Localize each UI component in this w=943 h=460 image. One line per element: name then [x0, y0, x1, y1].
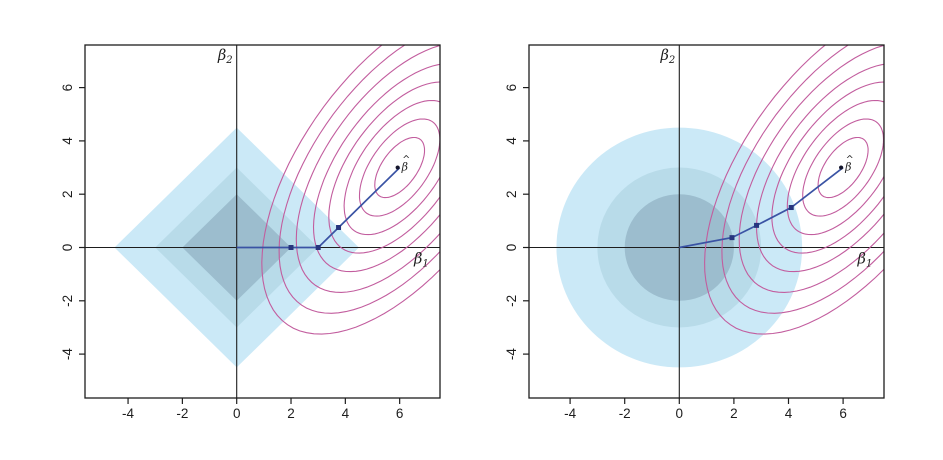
rss-contour-lines	[261, 45, 440, 335]
svg-text:β: β	[401, 161, 408, 174]
x-tick-label: 2	[730, 406, 738, 421]
x-tick-label: 2	[287, 406, 295, 421]
contour-ring-2	[786, 99, 884, 236]
plot-frame	[84, 44, 441, 399]
contour-ring-3	[771, 81, 884, 254]
contour-ring-6	[721, 45, 884, 314]
ridge-constraint-panel: -4 -2 0 2 4 6 -4 -2 0 2 4 6 β^ β2 β1	[504, 44, 885, 421]
y-tick-label: 4	[504, 137, 519, 145]
beta-hat-point	[839, 165, 844, 170]
rss-contour-lines	[704, 45, 884, 335]
path-marker-2	[788, 205, 794, 211]
contour-ring-0	[817, 136, 869, 199]
svg-text:^: ^	[846, 155, 854, 166]
x-tick-label: 6	[839, 406, 847, 421]
beta-hat-label: β^	[844, 155, 854, 174]
contour-ring-5	[738, 45, 884, 293]
y-tick-label: 6	[60, 84, 75, 92]
contour-ring-4	[312, 63, 440, 273]
x-axis-label: β1	[413, 252, 429, 270]
y-tick-label: 0	[504, 244, 519, 252]
x-tick-label: -2	[619, 406, 631, 421]
y-tick-label: -4	[60, 348, 75, 360]
x-tick-label: -4	[122, 406, 134, 421]
x-tick-label: -2	[176, 406, 188, 421]
lasso-constraint-panel: -4 -2 0 2 4 6 -4 -2 0 2 4 6 β^ β2 β1	[60, 44, 441, 421]
beta-hat-point	[395, 165, 400, 170]
contour-ring-7	[704, 45, 884, 335]
plot-frame	[528, 44, 885, 399]
contour-ring-1	[802, 118, 884, 217]
beta-hat-label: β^	[401, 155, 411, 174]
svg-text:^: ^	[402, 155, 410, 166]
x-tick-label: -4	[564, 406, 576, 421]
y-tick-label: -4	[504, 348, 519, 360]
path-marker-1	[754, 222, 760, 228]
x-tick-label: 6	[396, 406, 404, 421]
x-tick-label: 0	[233, 406, 241, 421]
x-tick-label: 0	[676, 406, 684, 421]
y-tick-label: -2	[504, 295, 519, 307]
y-tick-label: 2	[504, 190, 519, 198]
solution-path	[236, 166, 401, 249]
y-tick-label: -2	[60, 295, 75, 307]
contour-ring-0	[374, 136, 426, 199]
contour-ring-1	[358, 118, 440, 217]
path-marker-1	[315, 245, 321, 250]
svg-text:β: β	[844, 161, 851, 174]
x-tick-label: 4	[785, 406, 793, 421]
path-marker-2	[336, 225, 342, 231]
path-marker-0	[729, 235, 735, 241]
contour-ring-6	[278, 45, 440, 314]
contour-ring-7	[261, 45, 440, 335]
contour-ring-2	[343, 99, 440, 236]
x-tick-label: 4	[342, 406, 350, 421]
y-tick-label: 6	[504, 84, 519, 92]
tick-marks-and-labels: -4 -2 0 2 4 6 -4 -2 0 2 4 6	[504, 84, 847, 421]
tick-marks-and-labels: -4 -2 0 2 4 6 -4 -2 0 2 4 6	[60, 84, 403, 421]
y-axis-label: β2	[659, 48, 675, 66]
contour-ring-3	[328, 81, 440, 254]
path-marker-0	[288, 245, 294, 250]
y-tick-label: 0	[60, 244, 75, 252]
x-axis-label: β1	[857, 252, 873, 270]
y-axis-label: β2	[217, 48, 233, 66]
contour-ring-4	[755, 63, 884, 273]
y-tick-label: 2	[60, 190, 75, 198]
contour-ring-5	[295, 45, 440, 293]
y-tick-label: 4	[60, 137, 75, 145]
